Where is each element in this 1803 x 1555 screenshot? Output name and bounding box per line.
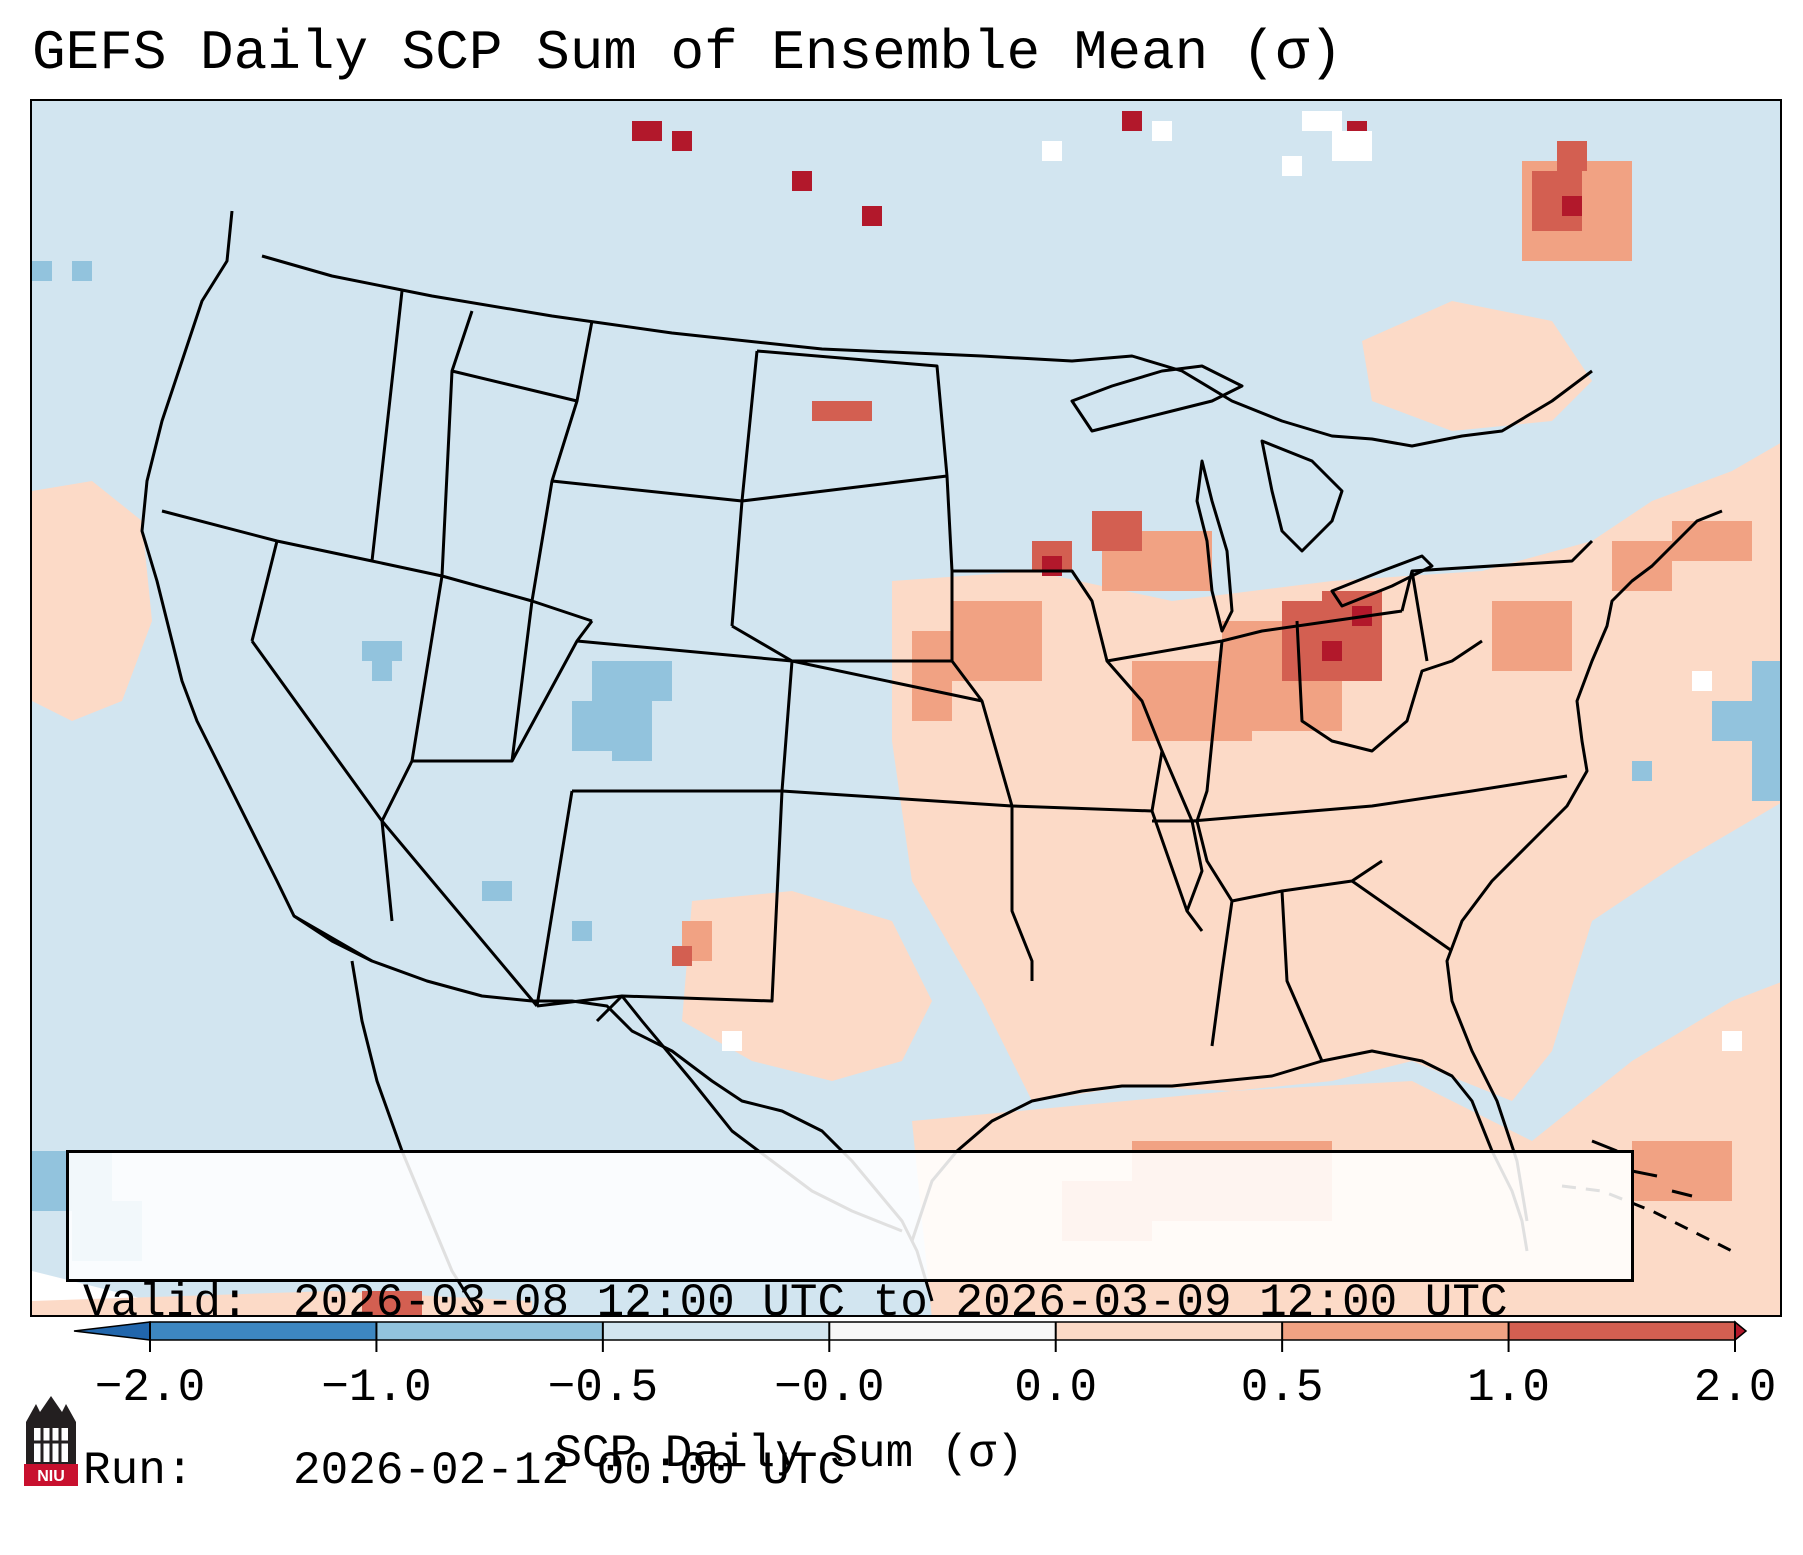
field-cell-blue: [572, 921, 592, 941]
map-panel: [30, 99, 1782, 1317]
state-lines-east: [952, 539, 1594, 1062]
colorbar-tick-label: −1.0: [321, 1362, 432, 1414]
field-cell-mid: [952, 601, 1042, 681]
field-cell-dark: [1092, 511, 1142, 551]
field-cell-dark: [672, 946, 692, 966]
field-cell-blue: [1632, 761, 1652, 781]
atlantic-coast: [1445, 509, 1723, 1222]
field-cell-mid: [1612, 541, 1672, 591]
field-cell-deep: [1322, 641, 1342, 661]
colorbar-bin: [602, 1322, 830, 1340]
field-cell-mid: [1672, 521, 1752, 561]
field-cell-white: [722, 1031, 742, 1051]
field-cell-blue: [72, 261, 92, 281]
colorbar-bin: [1282, 1322, 1509, 1340]
colorbar-bin: [1508, 1322, 1735, 1340]
field-cell-deep: [792, 171, 812, 191]
colorbar-under-extension: [73, 1321, 151, 1341]
field-cell-white: [1332, 131, 1372, 161]
valid-value: 2026-03-08 12:00 UTC to 2026-03-09 12:00…: [293, 1277, 1508, 1329]
state-lines-central: [510, 349, 1034, 1023]
field-cell-blue: [1752, 661, 1780, 801]
field-cell-white: [1692, 671, 1712, 691]
colorbar-bins: [73, 1320, 1748, 1342]
field-cell-deep: [1042, 556, 1062, 576]
colorbar-bin: [1055, 1322, 1283, 1340]
field-cell-dark: [362, 1291, 422, 1315]
colorbar-tick-label: −0.5: [547, 1362, 659, 1414]
run-label: Run:: [83, 1445, 194, 1497]
field-cell-blue: [372, 661, 392, 681]
field-cell-mid: [912, 631, 952, 721]
run-value: 2026-02-12 00:00 UTC: [293, 1445, 846, 1497]
colorbar-label: SCP Daily Sum (σ): [554, 1428, 1024, 1480]
colorbar-over-extension: [1734, 1320, 1748, 1342]
colorbar: [73, 1320, 1748, 1352]
field-cell-white: [1042, 141, 1062, 161]
region-light-red-texas: [682, 891, 932, 1081]
region-light-red-pacific: [32, 481, 152, 721]
field-cell-mid: [1492, 601, 1572, 671]
colorbar-ticks: [149, 1321, 1736, 1352]
field-cell-white: [1282, 156, 1302, 176]
canada-border: [261, 254, 1593, 448]
field-cell-dark: [812, 401, 872, 421]
lake-michigan: [1195, 459, 1234, 633]
field-cell-blue: [362, 641, 402, 661]
field-cell-deep: [1122, 111, 1142, 131]
field-cell-mid: [1132, 661, 1252, 741]
field-cell-deep: [1562, 196, 1582, 216]
colorbar-tick-label: −2.0: [94, 1362, 206, 1414]
field-cell-deep: [862, 206, 882, 226]
colorbar-bin: [150, 1322, 377, 1340]
colorbar-tick-label: 2.0: [1693, 1362, 1777, 1414]
field-cell-blue: [592, 661, 672, 701]
bahamas-outline: [1591, 1139, 1693, 1198]
niu-logo: NIU: [24, 1396, 78, 1486]
colorbar-tick-label: 0.5: [1240, 1362, 1324, 1414]
field-cell-white: [1302, 111, 1342, 131]
colorbar-tick-label: 0.0: [1014, 1362, 1098, 1414]
lake-erie: [1330, 554, 1434, 608]
lake-superior: [1070, 364, 1244, 433]
field-cell-blue: [1712, 701, 1752, 741]
field-cell-mid: [1632, 1141, 1732, 1201]
field-cell-blue: [482, 881, 512, 901]
political-boundaries: [140, 210, 1733, 1312]
map-title: GEFS Daily SCP Sum of Ensemble Mean (σ): [32, 21, 1343, 85]
field-cell-blue: [32, 261, 52, 281]
colorbar-bin: [376, 1322, 603, 1340]
field-cell-white: [1152, 121, 1172, 141]
valid-label: Valid:: [83, 1277, 249, 1329]
scp-map: [32, 101, 1780, 1315]
colorbar-tick-label: 1.0: [1467, 1362, 1550, 1414]
lake-huron: [1260, 439, 1344, 553]
valid-time-box: Valid: 2026-03-08 12:00 UTC to 2026-03-09…: [66, 1150, 1634, 1497]
field-cell-white: [1722, 1031, 1742, 1051]
field-cell-dark: [1557, 141, 1587, 171]
niu-logo-text: NIU: [37, 1468, 65, 1485]
field-cell-blue: [612, 701, 652, 761]
scp-field: [32, 101, 1780, 1315]
colorbar-bin: [829, 1322, 1056, 1340]
region-light-red-quebec: [1362, 301, 1592, 431]
field-cell-deep: [632, 121, 662, 141]
colorbar-tick-label: −0.0: [774, 1362, 885, 1414]
field-cell-deep: [672, 131, 692, 151]
